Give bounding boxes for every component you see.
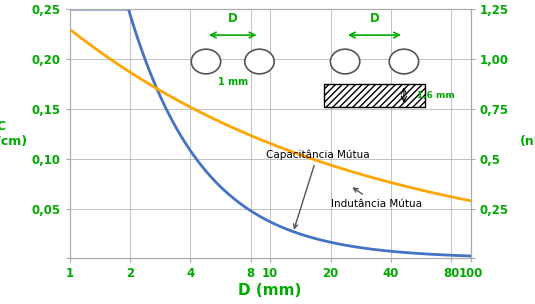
Text: D: D [228,12,238,25]
Text: D: D [370,12,379,25]
Ellipse shape [192,49,221,74]
Y-axis label: C
(pF/cm): C (pF/cm) [0,120,28,148]
Y-axis label: M
(nH/cm): M (nH/cm) [520,120,535,148]
Ellipse shape [245,49,274,74]
Bar [324,85,425,107]
X-axis label: D (mm): D (mm) [239,283,302,298]
Ellipse shape [331,49,360,74]
Ellipse shape [389,49,418,74]
Text: Capacitância Mútua: Capacitância Mútua [266,150,369,228]
Text: 1 mm: 1 mm [218,78,248,87]
Text: 1,6 mm: 1,6 mm [417,92,455,100]
Text: Indutância Mútua: Indutância Mútua [331,188,422,209]
